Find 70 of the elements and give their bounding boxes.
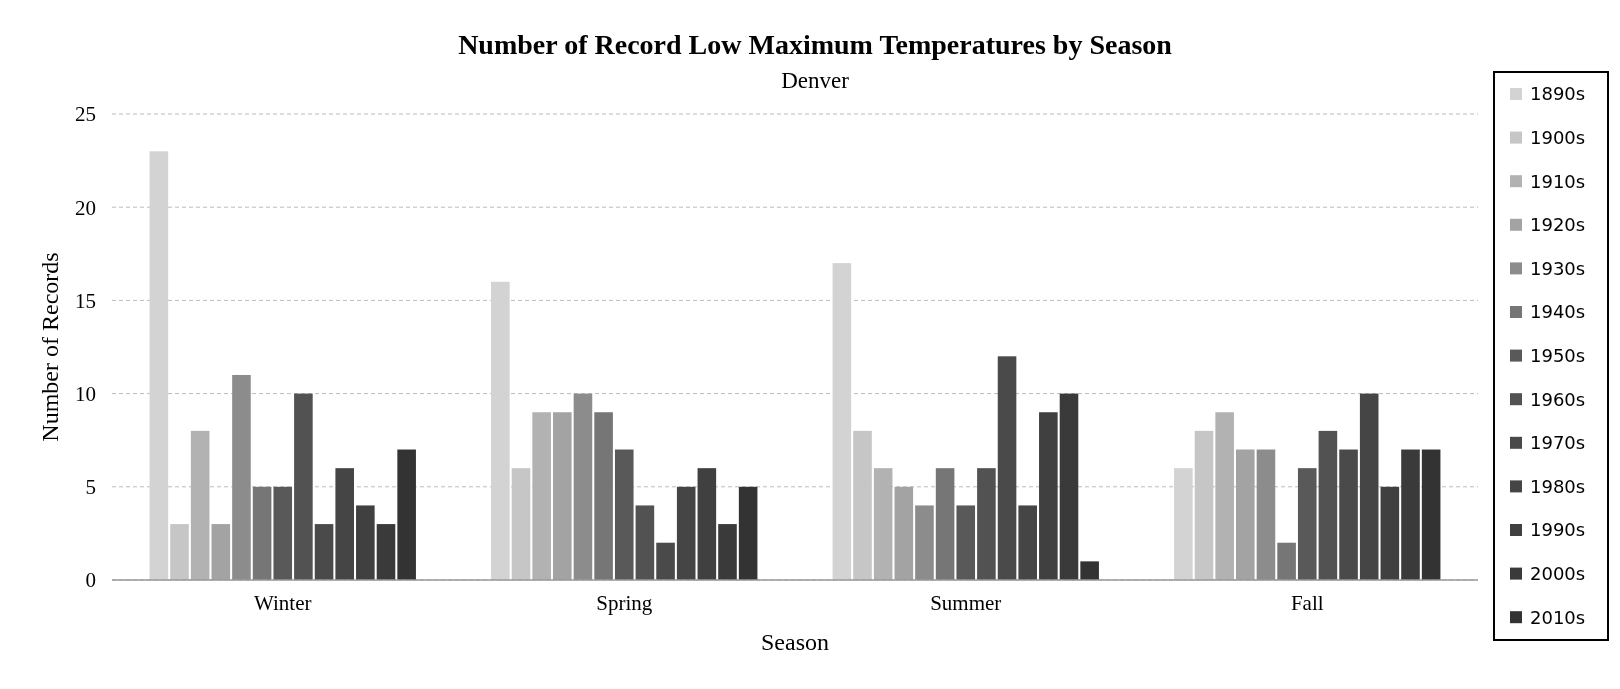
legend-label: 1940s	[1530, 301, 1586, 323]
bar	[170, 524, 189, 580]
bar	[1401, 449, 1420, 580]
bar	[1059, 393, 1079, 580]
legend-label: 1990s	[1530, 519, 1586, 541]
x-tick-label: Winter	[254, 591, 312, 615]
legend-label: 2010s	[1530, 606, 1586, 628]
bar	[314, 524, 334, 580]
bar	[491, 281, 510, 580]
bar	[397, 449, 416, 580]
legend-label: 1920s	[1530, 214, 1586, 236]
bar	[676, 486, 696, 580]
bar	[252, 486, 272, 580]
bar	[1174, 468, 1193, 580]
bar	[738, 486, 758, 580]
bar	[718, 524, 737, 580]
bar	[594, 412, 613, 580]
bar	[1277, 542, 1296, 580]
bar	[697, 468, 717, 580]
bar	[1380, 486, 1400, 580]
bar	[1339, 449, 1358, 580]
bar	[573, 393, 593, 580]
bar	[1018, 505, 1037, 580]
legend-label: 1980s	[1530, 475, 1586, 497]
bar	[977, 468, 996, 580]
bar	[149, 151, 169, 580]
chart-title: Number of Record Low Maximum Temperatures by Season	[458, 29, 1173, 60]
bar	[935, 468, 955, 580]
y-tick-label: 0	[85, 568, 96, 593]
bar	[356, 505, 375, 580]
bar	[1421, 449, 1441, 580]
x-tick-label: Fall	[1290, 591, 1324, 615]
legend-label: 1900s	[1530, 126, 1586, 148]
legend-label: 1910s	[1530, 170, 1586, 192]
y-tick-label: 15	[75, 288, 96, 313]
bar	[1080, 561, 1099, 580]
legend-label: 1960s	[1530, 388, 1586, 410]
y-axis-title: Number of Records	[37, 252, 63, 442]
y-tick-label: 20	[75, 195, 96, 220]
bar	[532, 412, 551, 580]
legend-label: 1970s	[1530, 432, 1586, 454]
bar	[1297, 468, 1317, 580]
bar	[376, 524, 396, 580]
x-tick-label: Summer	[930, 591, 1002, 615]
bar	[232, 374, 251, 580]
legend-label: 2000s	[1530, 562, 1586, 584]
bar	[997, 356, 1017, 580]
bar	[1318, 430, 1338, 580]
x-axis-title: Season	[761, 629, 829, 655]
y-tick-label: 10	[75, 381, 96, 406]
y-tick-label: 5	[85, 475, 96, 500]
bar	[1359, 393, 1379, 580]
bar	[956, 505, 976, 580]
bar	[853, 430, 872, 580]
chart-subtitle: Denver	[781, 68, 850, 93]
y-tick-label: 25	[75, 102, 96, 127]
bar	[294, 393, 313, 580]
legend-label: 1930s	[1530, 257, 1586, 279]
bar	[832, 263, 852, 580]
bar	[915, 505, 934, 580]
bar	[273, 486, 293, 580]
bar	[656, 542, 675, 580]
bar	[1039, 412, 1058, 580]
x-tick-label: Spring	[596, 591, 653, 615]
legend-label: 1950s	[1530, 344, 1586, 366]
bar	[335, 468, 354, 580]
bar	[1256, 449, 1276, 580]
legend-label: 1890s	[1530, 83, 1586, 105]
bar	[614, 449, 634, 580]
bar	[635, 505, 655, 580]
